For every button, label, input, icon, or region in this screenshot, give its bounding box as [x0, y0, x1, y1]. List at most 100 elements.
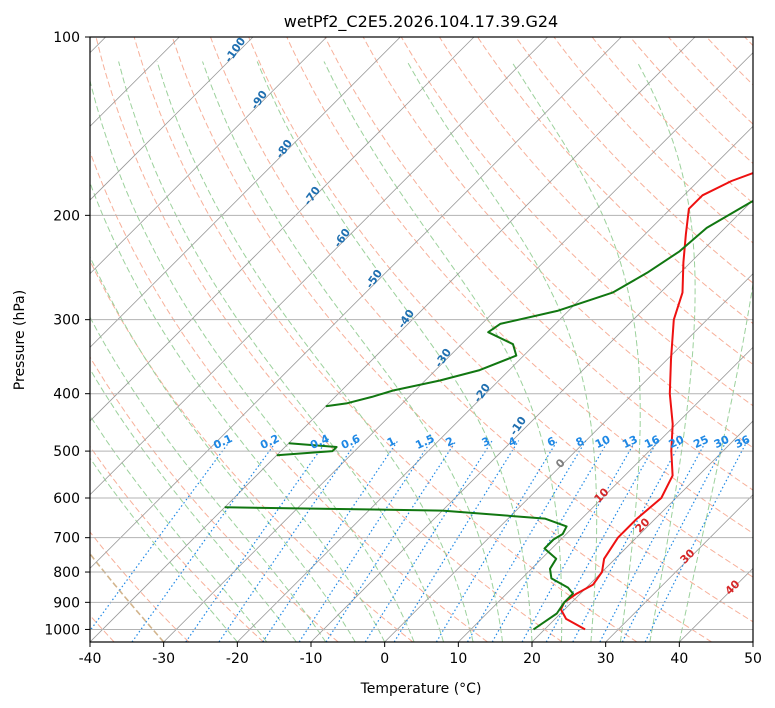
moist-adiabat: [406, 61, 598, 642]
isotherm: [237, 125, 753, 642]
moist-adiabat: [90, 181, 386, 642]
moist-adiabat: [256, 61, 533, 642]
dry-adiabat: [95, 37, 563, 642]
plot-frame: [89, 36, 754, 643]
moist-adiabat: [636, 61, 696, 642]
mixing-ratio-line: [435, 440, 558, 642]
series-dewpoint-aloft-: [325, 200, 753, 408]
series-dewpoint-upper-: [276, 442, 338, 457]
y-tick-label: 900: [53, 595, 80, 611]
isotherm: [90, 37, 401, 348]
x-tick-label: 40: [670, 651, 688, 667]
mixing-ratio-label: 16: [642, 433, 662, 451]
x-axis-title: Temperature (°C): [360, 681, 482, 697]
x-tick-label: -20: [226, 651, 249, 667]
mixing-ratio-line: [325, 440, 457, 642]
mixing-ratio-line: [572, 440, 683, 642]
mixing-ratio-line: [185, 440, 328, 642]
moist-adiabat: [90, 457, 238, 642]
mixing-ratio-line: [466, 440, 587, 642]
y-tick-label: 100: [53, 30, 80, 46]
dry-adiabat: [133, 37, 638, 642]
y-axis: 100 200 300 400 500 600 700 800 900 1000: [44, 30, 90, 638]
mixing-ratio-line: [298, 440, 432, 642]
dry-adiabat: [400, 37, 753, 407]
dry-adiabat: [553, 37, 753, 244]
y-tick-label: 600: [53, 491, 80, 507]
dry-adiabat: [629, 37, 753, 165]
mixing-ratio-label: 30: [712, 433, 732, 451]
isotherm: [90, 37, 327, 275]
dry-adiabat: [477, 37, 753, 325]
dry-adiabat: [591, 37, 753, 204]
mixing-ratio-label: 20: [667, 433, 687, 451]
profile-series: [224, 171, 753, 631]
isotherm: [90, 37, 475, 422]
mixing-ratio-label: 36: [733, 433, 753, 451]
x-tick-label: 0: [380, 651, 389, 667]
y-tick-label: 200: [53, 208, 80, 224]
dry-adiabat: [90, 531, 190, 642]
moist-adiabat: [511, 61, 641, 642]
grid-lines: [90, 37, 753, 630]
moist-adiabat: [90, 316, 327, 642]
x-tick-label: -40: [79, 651, 102, 667]
moist-adiabat: [202, 61, 503, 642]
dry-adiabat: [171, 37, 712, 642]
isotherm: [90, 37, 254, 201]
x-tick-label: -10: [300, 651, 323, 667]
x-tick-label: 50: [744, 651, 762, 667]
mixing-ratio-line: [644, 440, 748, 642]
moist-adiabat: [118, 61, 445, 642]
dry-adiabat: [515, 37, 753, 284]
x-tick-label: 10: [449, 651, 467, 667]
outer-adiabat: [90, 552, 165, 642]
isotherm: [90, 37, 548, 496]
moist-adiabat: [323, 61, 563, 642]
y-tick-label: 800: [53, 565, 80, 581]
mixing-ratio-line: [521, 440, 637, 642]
x-axis: -40 -30 -20 -10 0 10 20 30 40 50: [79, 642, 762, 667]
dry-adiabat: [438, 37, 753, 366]
isotherm: [531, 420, 753, 642]
y-tick-label: 500: [53, 444, 80, 460]
dry-adiabat: [286, 37, 753, 534]
y-tick-label: 300: [53, 313, 80, 329]
y-tick-label: 400: [53, 387, 80, 403]
isotherm: [310, 199, 753, 642]
isotherm: [90, 37, 622, 569]
isotherm: [90, 37, 696, 642]
mixing-ratio-label: 13: [620, 433, 639, 451]
y-axis-title: Pressure (hPa): [12, 290, 28, 390]
isotherm: [384, 273, 753, 642]
dry-adiabat: [90, 356, 339, 642]
mixing-ratio-line: [131, 440, 278, 642]
mixing-ratio-label: 10: [593, 433, 613, 451]
isotherm: [163, 52, 753, 642]
mixing-ratio-line: [491, 440, 609, 642]
mixing-ratio-line: [545, 440, 659, 642]
x-tick-label: 20: [523, 651, 541, 667]
y-tick-label: 1000: [44, 622, 80, 638]
mixing-ratio-line: [364, 440, 493, 642]
mixing-ratio-line: [393, 440, 520, 642]
dry-adiabat: [248, 37, 753, 578]
x-tick-label: -30: [152, 651, 175, 667]
series-dewpoint: [224, 506, 574, 631]
moist-adiabat: [90, 255, 356, 642]
dry-adiabat: [90, 150, 488, 642]
chart-title: wetPf2_C2E5.2026.104.17.39.G24: [284, 12, 558, 32]
mixing-ratio-line: [90, 440, 231, 632]
x-tick-label: 30: [597, 651, 615, 667]
series-temperature: [559, 171, 753, 631]
isotherm: [458, 346, 753, 642]
isotherm: [605, 494, 753, 642]
moist-adiabat: [90, 78, 415, 642]
moist-adiabat: [156, 61, 474, 642]
mixing-ratio-label: 25: [691, 433, 710, 451]
moist-adiabat: [678, 280, 753, 642]
y-tick-label: 700: [53, 531, 80, 547]
dry-adiabat: [210, 37, 753, 623]
